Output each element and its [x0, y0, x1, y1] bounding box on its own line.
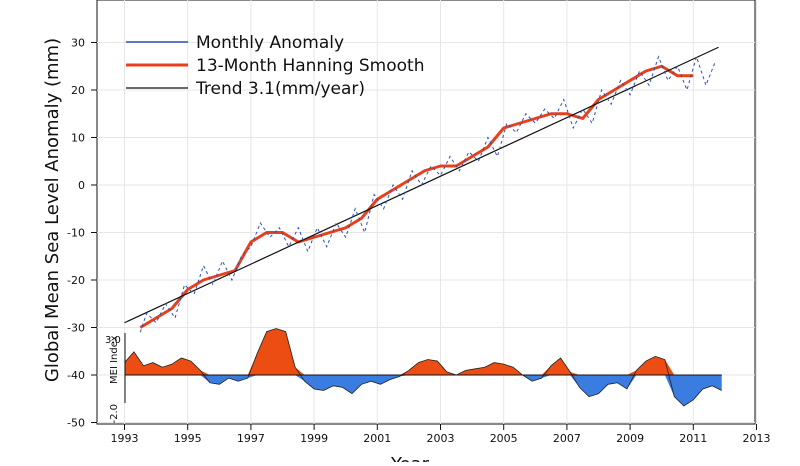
series-layer	[124, 46, 719, 333]
x-axis-title: Year	[390, 454, 430, 462]
y-axis-title: Global Mean Sea Level Anomaly (mm)	[42, 38, 63, 382]
x-tick-label-1997: 1997	[237, 432, 265, 445]
x-tick-label-1995: 1995	[174, 432, 202, 445]
mei-index-label: MEI Index	[109, 335, 120, 384]
y-tick-label--40: -40	[67, 369, 85, 382]
x-tick-label-1999: 1999	[300, 432, 328, 445]
mei-inset-axis: 3.0 -2.0 MEI Index	[105, 333, 126, 424]
x-tick-label-2007: 2007	[553, 432, 581, 445]
mei-outline	[124, 328, 722, 407]
y-tick-label-0: 0	[78, 179, 85, 192]
x-tick-label-2013: 2013	[743, 432, 771, 445]
y-tick-label--10: -10	[67, 227, 85, 240]
axis-ticks: 1993 1995 1997 1999 2001 2003 2005 2007 2009 2011…	[67, 37, 770, 446]
x-tick-label-2001: 2001	[363, 432, 391, 445]
y-tick-label-30: 30	[71, 37, 85, 50]
y-tick-label--50: -50	[67, 417, 85, 430]
y-tick-label--30: -30	[67, 322, 85, 335]
x-tick-label-2005: 2005	[490, 432, 518, 445]
y-tick-label-20: 20	[71, 84, 85, 97]
mei-positive-area	[124, 328, 722, 375]
series-line-2	[139, 55, 716, 333]
legend-label-smooth: 13-Month Hanning Smooth	[196, 56, 425, 76]
mei-index-area	[124, 328, 722, 407]
mei-min-label: -2.0	[109, 404, 120, 424]
x-tick-label-2011: 2011	[679, 432, 707, 445]
legend-label-monthly: Monthly Anomaly	[196, 33, 344, 53]
series-line-0	[139, 64, 694, 329]
legend: Monthly Anomaly 13-Month Hanning Smooth …	[126, 33, 425, 99]
legend-label-trend: Trend 3.1(mm/year)	[195, 79, 365, 99]
y-tick-label--20: -20	[67, 274, 85, 287]
grid-lines	[97, 0, 757, 424]
mei-max-label: 3.0	[105, 335, 121, 346]
x-tick-label-2009: 2009	[616, 432, 644, 445]
x-tick-label-1993: 1993	[111, 432, 139, 445]
x-tick-label-2003: 2003	[427, 432, 455, 445]
y-tick-label-10: 10	[71, 132, 85, 145]
